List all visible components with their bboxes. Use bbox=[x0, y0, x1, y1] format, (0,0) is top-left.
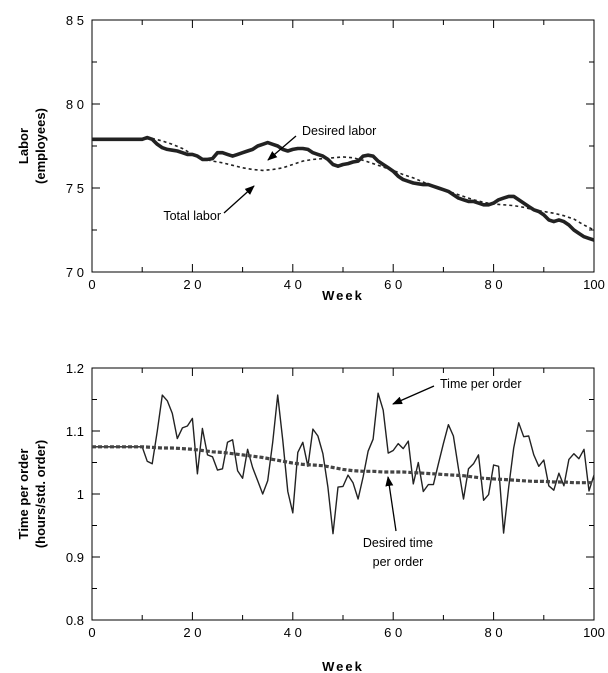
annotation-label: Desired time bbox=[363, 536, 433, 550]
x-tick-label: 100 bbox=[583, 277, 605, 292]
annotation-arrow bbox=[267, 135, 297, 161]
y-axis-label: (employees) bbox=[33, 108, 48, 184]
y-axis-label: Labor bbox=[16, 128, 31, 164]
y-tick-label: 7 0 bbox=[66, 265, 84, 280]
y-tick-label: 1.1 bbox=[66, 424, 84, 439]
annotation-arrow bbox=[385, 476, 397, 532]
x-tick-label: 6 0 bbox=[384, 625, 402, 640]
time-per-order-series-line bbox=[92, 392, 595, 535]
plot-frame bbox=[91, 19, 595, 273]
x-tick-label: 4 0 bbox=[284, 277, 302, 292]
desired-labor-series-line bbox=[92, 135, 595, 242]
y-tick-label: 7 5 bbox=[66, 181, 84, 196]
annotation-label: per order bbox=[373, 555, 424, 569]
annotation-label: Desired labor bbox=[302, 124, 376, 138]
annotation-label: Total labor bbox=[163, 209, 221, 223]
labor-chart: 0 2 0 4 0 6 0 8 0 100 7 0 7 5 8 0 8 5 Week Labor (em… bbox=[16, 13, 605, 303]
y-tick-label: 8 5 bbox=[66, 13, 84, 28]
y-axis-label: (hours/std. order) bbox=[33, 440, 48, 548]
annotation-label: Time per order bbox=[440, 377, 522, 391]
x-tick-label: 2 0 bbox=[183, 277, 201, 292]
y-tick-label: 1.2 bbox=[66, 361, 84, 376]
y-axis-label: Time per order bbox=[16, 449, 31, 540]
y-tick-label: 1 bbox=[77, 487, 84, 502]
x-tick-label: 0 bbox=[88, 625, 95, 640]
y-tick-label: 8 0 bbox=[66, 97, 84, 112]
y-tick-label: 0.9 bbox=[66, 550, 84, 565]
x-tick-label: 100 bbox=[583, 625, 605, 640]
plot-frame bbox=[91, 367, 595, 621]
annotation-arrow bbox=[392, 385, 435, 405]
time-per-order-chart: 0 2 0 4 0 6 0 8 0 100 0.8 0.9 1 1.1 1.2 Week Time pe… bbox=[16, 361, 605, 673]
x-axis-label: Week bbox=[322, 288, 364, 303]
desired-time-per-order-series-line bbox=[92, 445, 594, 485]
x-tick-label: 8 0 bbox=[485, 277, 503, 292]
x-tick-label: 0 bbox=[88, 277, 95, 292]
x-tick-label: 2 0 bbox=[183, 625, 201, 640]
x-axis-label: Week bbox=[322, 659, 364, 673]
x-tick-label: 8 0 bbox=[485, 625, 503, 640]
x-tick-label: 6 0 bbox=[384, 277, 402, 292]
y-tick-label: 0.8 bbox=[66, 613, 84, 628]
total-labor-series-line bbox=[92, 137, 595, 231]
x-tick-label: 4 0 bbox=[284, 625, 302, 640]
annotation-arrow bbox=[223, 185, 255, 214]
